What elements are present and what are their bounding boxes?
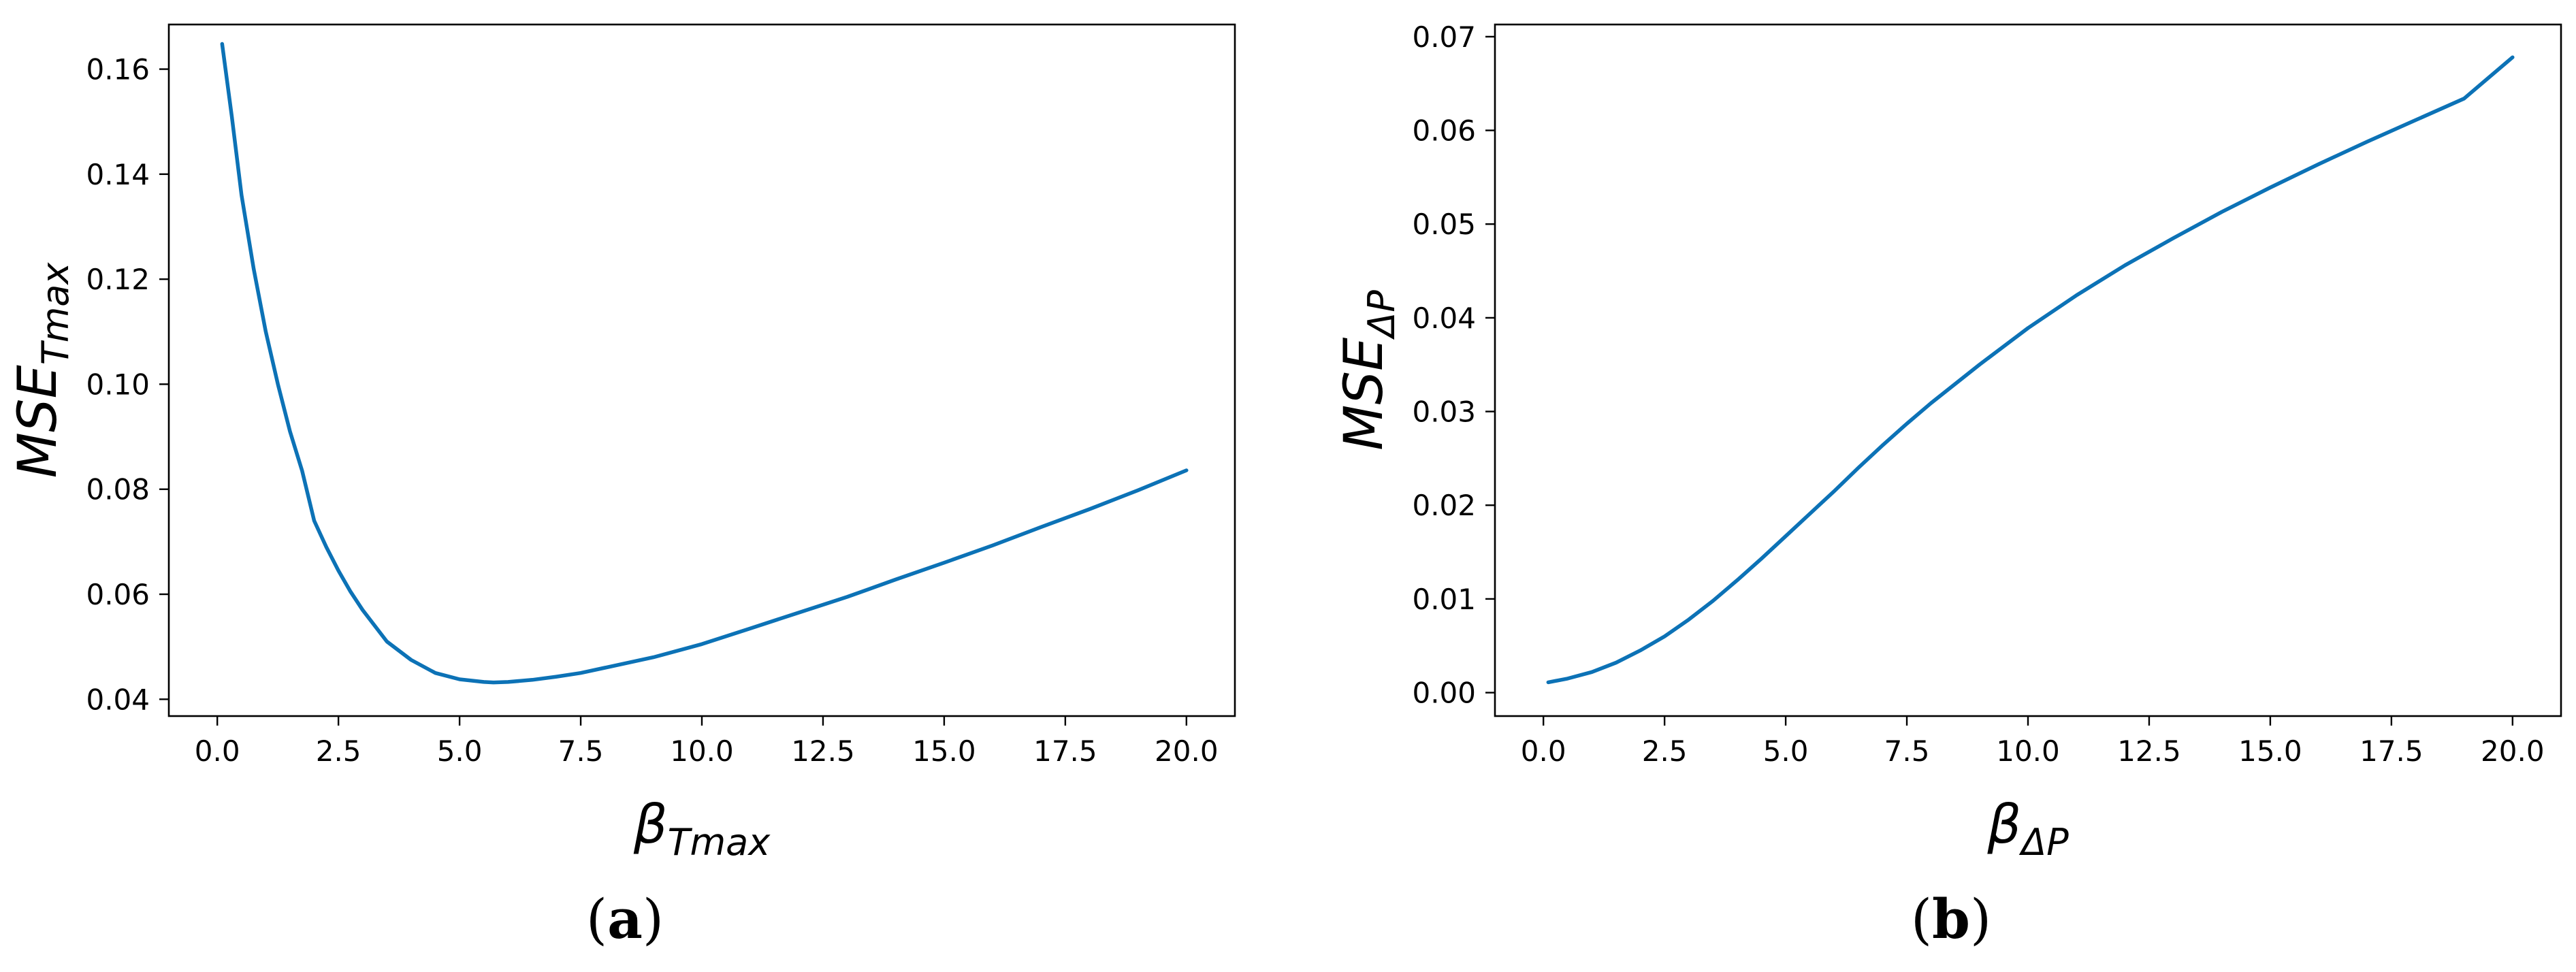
plot-frame [1494,23,2562,717]
y-tick-label: 0.07 [1412,20,1476,54]
y-tick-label: 0.02 [1412,489,1476,522]
x-tick-label: 0.0 [195,734,240,768]
plot-frame [167,23,1236,717]
chart-panel-b: 0.0 2.5 5.0 7.5 10.0 12.5 15.0 17.5 20.0 0.00 0.01… [1334,20,2562,864]
y-tick-label: 0.00 [1412,677,1476,710]
series-line [220,42,1189,685]
x-tick-label: 10.0 [670,734,734,768]
x-tick-label: 17.5 [1033,734,1097,768]
x-tick-label: 5.0 [1763,734,1809,768]
y-tick-label: 0.10 [86,368,150,401]
y-tick-label: 0.14 [86,158,150,191]
x-axis-label: βTmax [633,794,771,864]
y-tick-label: 0.12 [86,263,150,296]
y-axis-label: MSEΔP [1334,290,1403,451]
x-axis-label: βΔP [1986,794,2069,864]
x-tick-label: 20.0 [1155,734,1219,768]
x-tick-label: 15.0 [912,734,976,768]
x-tick-label: 0.0 [1521,734,1566,768]
x-tick-label: 5.0 [437,734,483,768]
y-tick-label: 0.03 [1412,395,1476,429]
x-tick-label: 12.5 [2117,734,2181,768]
x-tick-label: 10.0 [1996,734,2060,768]
y-tick-label: 0.04 [1412,302,1476,335]
x-tick-label: 7.5 [558,734,604,768]
y-tick-label: 0.06 [1412,114,1476,148]
x-tick-label: 15.0 [2238,734,2302,768]
y-tick-label: 0.05 [1412,208,1476,241]
y-tick-label: 0.06 [86,578,150,611]
x-tick-label: 17.5 [2360,734,2424,768]
x-tick-label: 7.5 [1884,734,1930,768]
chart-panel-a: 0.0 2.5 5.0 7.5 10.0 12.5 15.0 17.5 20.0 0.04 0.06… [7,23,1236,864]
panel-label-b: (b) [1911,887,1991,951]
x-tick-label: 2.5 [316,734,361,768]
y-tick-label: 0.01 [1412,583,1476,616]
chart-panels: 0.0 2.5 5.0 7.5 10.0 12.5 15.0 17.5 20.0 0.04 0.06… [7,20,2562,951]
x-tick-label: 2.5 [1642,734,1688,768]
y-tick-label: 0.04 [86,683,150,716]
y-tick-label: 0.08 [86,473,150,506]
series-line [1546,55,2515,685]
x-tick-label: 20.0 [2481,734,2545,768]
x-tick-label: 12.5 [791,734,855,768]
panel-label-a: (a) [586,887,664,951]
y-tick-label: 0.16 [86,53,150,86]
y-axis-label: MSETmax [7,262,77,479]
